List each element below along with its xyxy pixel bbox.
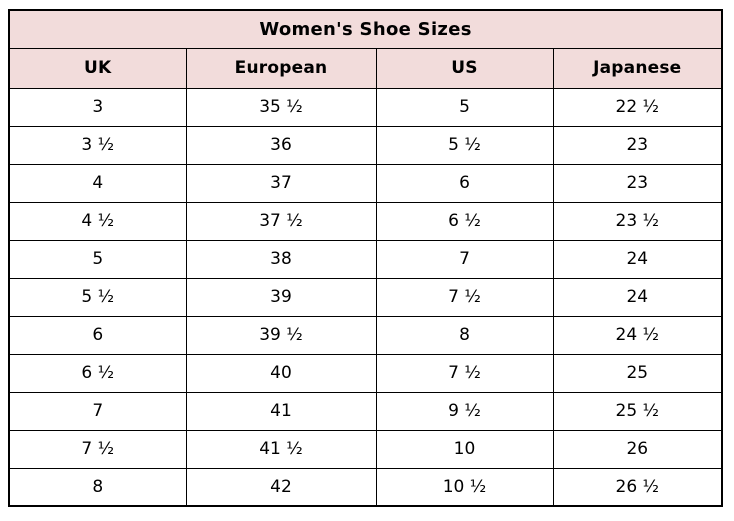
table-row: 5 38 7 24 — [8, 239, 723, 279]
column-header-japanese: Japanese — [552, 47, 723, 89]
cell-european-row2: 36 — [185, 125, 377, 165]
table-row: 6 ½ 40 7 ½ 25 — [8, 353, 723, 393]
table-header-row: UK European US Japanese — [8, 47, 723, 89]
table-title-row: Women's Shoe Sizes — [8, 9, 723, 49]
cell-japanese-row10: 26 — [552, 429, 723, 469]
cell-uk-row3: 4 — [8, 163, 187, 203]
cell-uk-row2: 3 ½ — [8, 125, 187, 165]
cell-uk-row4: 4 ½ — [8, 201, 187, 241]
cell-us-row1: 5 — [375, 87, 554, 127]
cell-uk-row5: 5 — [8, 239, 187, 279]
cell-japanese-row9: 25 ½ — [552, 391, 723, 431]
table-row: 3 ½ 36 5 ½ 23 — [8, 125, 723, 165]
cell-uk-row8: 6 ½ — [8, 353, 187, 393]
cell-uk-row10: 7 ½ — [8, 429, 187, 469]
cell-european-row1: 35 ½ — [185, 87, 377, 127]
table-row: 5 ½ 39 7 ½ 24 — [8, 277, 723, 317]
column-header-uk: UK — [8, 47, 187, 89]
table-title: Women's Shoe Sizes — [8, 9, 723, 49]
cell-japanese-row8: 25 — [552, 353, 723, 393]
cell-european-row3: 37 — [185, 163, 377, 203]
cell-us-row7: 8 — [375, 315, 554, 355]
cell-us-row6: 7 ½ — [375, 277, 554, 317]
cell-uk-row6: 5 ½ — [8, 277, 187, 317]
cell-european-row6: 39 — [185, 277, 377, 317]
cell-uk-row7: 6 — [8, 315, 187, 355]
table-row: 3 35 ½ 5 22 ½ — [8, 87, 723, 127]
cell-uk-row1: 3 — [8, 87, 187, 127]
shoe-size-conversion-table: Women's Shoe Sizes UK European US Japanese … — [8, 9, 724, 507]
cell-us-row3: 6 — [375, 163, 554, 203]
cell-european-row7: 39 ½ — [185, 315, 377, 355]
cell-us-row5: 7 — [375, 239, 554, 279]
cell-european-row8: 40 — [185, 353, 377, 393]
cell-us-row11: 10 ½ — [375, 467, 554, 507]
cell-japanese-row2: 23 — [552, 125, 723, 165]
cell-european-row5: 38 — [185, 239, 377, 279]
cell-us-row8: 7 ½ — [375, 353, 554, 393]
cell-japanese-row3: 23 — [552, 163, 723, 203]
cell-japanese-row7: 24 ½ — [552, 315, 723, 355]
cell-japanese-row5: 24 — [552, 239, 723, 279]
cell-japanese-row1: 22 ½ — [552, 87, 723, 127]
column-header-us: US — [375, 47, 554, 89]
cell-european-row4: 37 ½ — [185, 201, 377, 241]
cell-us-row10: 10 — [375, 429, 554, 469]
cell-japanese-row11: 26 ½ — [552, 467, 723, 507]
table-row: 7 41 9 ½ 25 ½ — [8, 391, 723, 431]
table-row: 4 37 6 23 — [8, 163, 723, 203]
cell-european-row11: 42 — [185, 467, 377, 507]
cell-us-row4: 6 ½ — [375, 201, 554, 241]
cell-european-row10: 41 ½ — [185, 429, 377, 469]
cell-european-row9: 41 — [185, 391, 377, 431]
cell-uk-row9: 7 — [8, 391, 187, 431]
cell-us-row9: 9 ½ — [375, 391, 554, 431]
cell-uk-row11: 8 — [8, 467, 187, 507]
table-row: 7 ½ 41 ½ 10 26 — [8, 429, 723, 469]
cell-japanese-row4: 23 ½ — [552, 201, 723, 241]
column-header-european: European — [185, 47, 377, 89]
cell-us-row2: 5 ½ — [375, 125, 554, 165]
table-row: 8 42 10 ½ 26 ½ — [8, 467, 723, 507]
table-row: 6 39 ½ 8 24 ½ — [8, 315, 723, 355]
cell-japanese-row6: 24 — [552, 277, 723, 317]
